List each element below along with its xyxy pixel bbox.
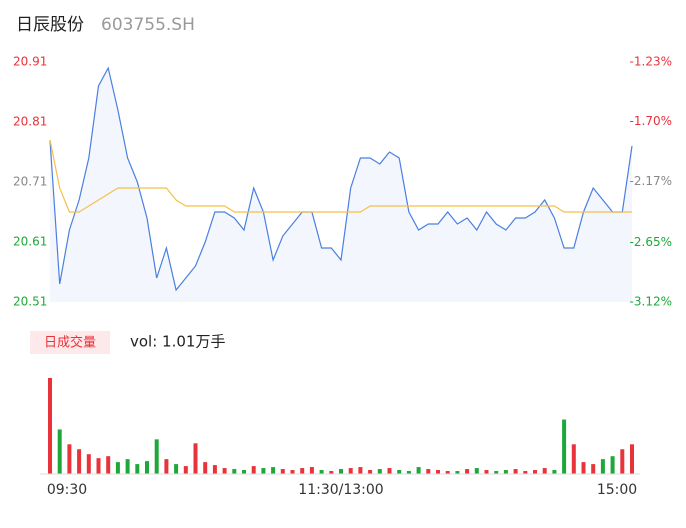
stock-code: 603755.SH bbox=[101, 15, 195, 35]
volume-bar bbox=[630, 444, 634, 474]
volume-bar bbox=[484, 470, 489, 474]
volume-bar bbox=[232, 469, 237, 474]
volume-bar bbox=[436, 470, 440, 474]
volume-bar bbox=[513, 469, 518, 474]
volume-bar bbox=[474, 468, 479, 474]
y2-tick-label: -1.23% bbox=[630, 55, 672, 69]
volume-bar bbox=[86, 454, 91, 474]
volume-bar bbox=[533, 470, 537, 474]
volume-bar bbox=[610, 456, 615, 474]
y2-tick-label: -1.70% bbox=[630, 114, 672, 128]
volume-bar bbox=[523, 471, 528, 474]
volume-bar bbox=[455, 471, 460, 474]
price-area bbox=[50, 68, 632, 302]
volume-bar bbox=[300, 468, 305, 474]
volume-bar bbox=[552, 470, 557, 474]
y-tick-label: 20.61 bbox=[13, 235, 47, 249]
volume-text: vol: 1.01万手 bbox=[130, 333, 225, 351]
volume-bar bbox=[387, 468, 392, 474]
stock-name: 日辰股份 bbox=[16, 15, 84, 35]
volume-bar bbox=[193, 443, 198, 474]
volume-bar bbox=[271, 467, 276, 474]
volume-bar bbox=[222, 468, 227, 474]
volume-bar bbox=[154, 439, 159, 474]
volume-bar bbox=[339, 469, 343, 474]
y-tick-label: 20.51 bbox=[13, 295, 47, 309]
volume-bar bbox=[203, 462, 208, 474]
volume-bar bbox=[115, 462, 120, 474]
volume-bar bbox=[416, 467, 421, 474]
volume-bar bbox=[319, 470, 324, 474]
volume-bar bbox=[406, 471, 411, 474]
volume-bar bbox=[571, 444, 576, 474]
volume-bar bbox=[212, 465, 217, 474]
volume-bar bbox=[290, 470, 295, 474]
line-0 bbox=[49, 66, 633, 292]
x-tick-label: 15:00 bbox=[597, 482, 637, 498]
volume-bar bbox=[542, 468, 547, 474]
volume-bar bbox=[581, 462, 586, 474]
volume-bar bbox=[164, 459, 169, 474]
volume-bar bbox=[242, 470, 246, 474]
y2-tick-label: -2.65% bbox=[630, 235, 672, 249]
volume-bar bbox=[329, 471, 334, 474]
volume-bar bbox=[426, 469, 431, 474]
volume-bar bbox=[503, 470, 508, 474]
volume-bar bbox=[562, 419, 567, 474]
volume-bar bbox=[620, 449, 625, 474]
volume-bar bbox=[183, 466, 188, 474]
volume-bar bbox=[494, 471, 499, 474]
volume-bar bbox=[309, 467, 314, 474]
volume-bar bbox=[135, 464, 140, 474]
volume-bar bbox=[600, 459, 605, 474]
volume-bar bbox=[591, 464, 596, 474]
volume-bar bbox=[377, 469, 382, 474]
volume-bar bbox=[67, 444, 72, 474]
volume-label: 日成交量 bbox=[44, 335, 96, 351]
y-tick-label: 20.91 bbox=[13, 55, 47, 69]
volume-bar bbox=[77, 449, 82, 474]
volume-bar bbox=[445, 471, 450, 474]
y2-tick-label: -2.17% bbox=[630, 174, 672, 188]
line-1 bbox=[49, 139, 632, 213]
volume-bar bbox=[125, 459, 130, 474]
volume-bar bbox=[251, 466, 256, 474]
volume-bar bbox=[368, 470, 373, 474]
volume-bar bbox=[465, 469, 470, 474]
volume-bar bbox=[96, 458, 101, 474]
y-tick-label: 20.81 bbox=[13, 115, 47, 129]
volume-bar bbox=[348, 468, 353, 474]
y2-tick-label: -3.12% bbox=[630, 295, 672, 309]
volume-bar bbox=[261, 468, 266, 474]
volume-bar bbox=[145, 461, 149, 474]
y-tick-label: 20.71 bbox=[13, 175, 47, 189]
volume-bar bbox=[48, 377, 52, 474]
volume-bar bbox=[358, 467, 363, 474]
x-tick-label: 09:30 bbox=[47, 482, 87, 498]
volume-bar bbox=[57, 429, 62, 474]
volume-bar bbox=[397, 470, 402, 474]
volume-badge bbox=[30, 331, 110, 354]
x-tick-label: 11:30/13:00 bbox=[298, 482, 383, 498]
volume-bar bbox=[280, 469, 285, 474]
volume-bar bbox=[174, 464, 179, 474]
volume-bar bbox=[106, 456, 111, 474]
